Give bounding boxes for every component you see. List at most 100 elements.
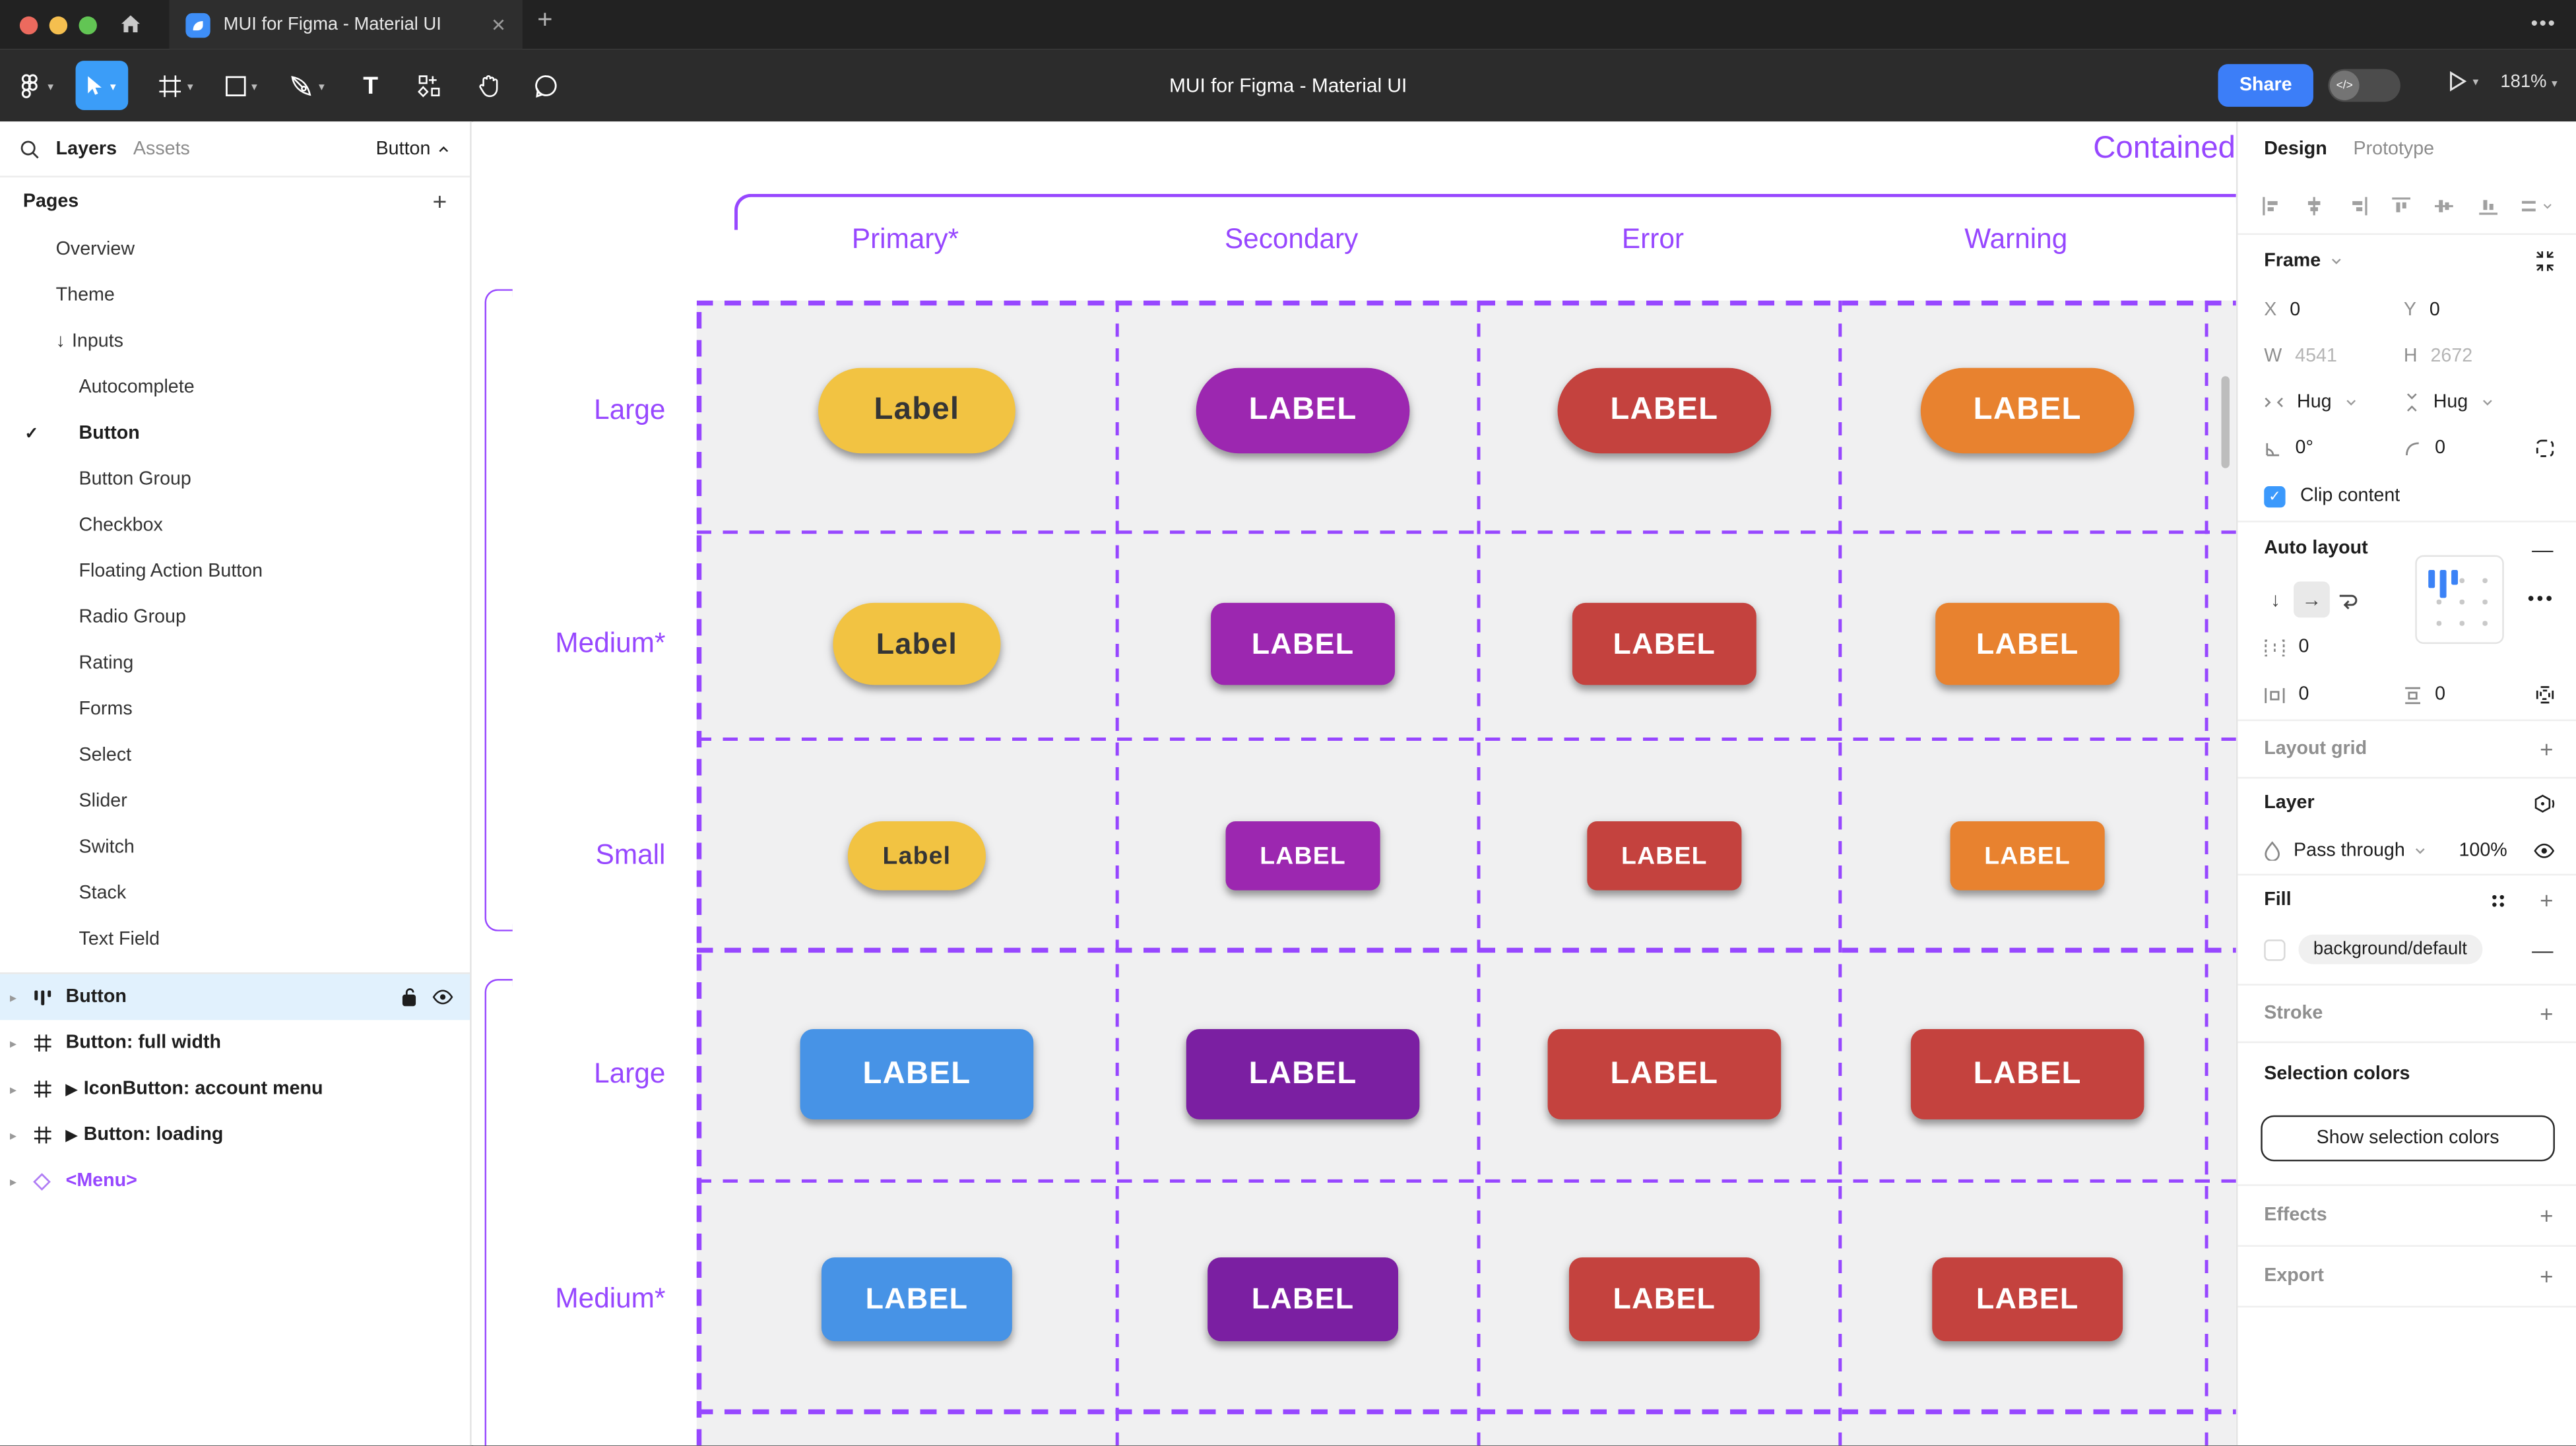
traffic-zoom-button[interactable] xyxy=(79,15,97,34)
button-component-large-warning[interactable]: LABEL xyxy=(1910,1028,2144,1119)
comment-tool-button[interactable] xyxy=(534,61,558,110)
tab-layers[interactable]: Layers xyxy=(55,139,117,159)
canvas-scrollbar[interactable] xyxy=(2221,376,2230,468)
layer-visibility-eye-icon[interactable] xyxy=(2534,842,2555,859)
direction-wrap-button[interactable] xyxy=(2330,581,2366,617)
opacity-field[interactable]: 100% xyxy=(2459,840,2507,861)
tab-prototype[interactable]: Prototype xyxy=(2353,139,2435,160)
hand-tool-button[interactable] xyxy=(476,61,501,110)
align-bottom-icon[interactable] xyxy=(2477,195,2498,216)
button-component-medium-error[interactable]: LABEL xyxy=(1568,1257,1760,1342)
page-item-theme[interactable]: Theme xyxy=(0,272,470,319)
home-icon[interactable] xyxy=(118,11,143,36)
remove-fill-button[interactable]: — xyxy=(2532,937,2554,962)
frame-title[interactable]: Contained xyxy=(2093,131,2236,166)
dev-mode-toggle[interactable]: </> xyxy=(2328,69,2400,102)
independent-padding-icon[interactable] xyxy=(2535,685,2555,705)
disclosure-icon[interactable]: ▸ xyxy=(9,1174,16,1189)
button-component-medium-primary[interactable]: LABEL xyxy=(821,1257,1012,1342)
disclosure-icon[interactable]: ▸ xyxy=(9,990,16,1005)
button-component-large-secondary[interactable]: LABEL xyxy=(1186,1028,1420,1119)
page-item-overview[interactable]: Overview xyxy=(0,227,470,273)
layer-item-button-loading[interactable]: ▸ ▶ Button: loading xyxy=(0,1112,470,1158)
align-left-icon[interactable] xyxy=(2261,195,2282,216)
page-item-forms[interactable]: Forms xyxy=(0,687,470,733)
align-h-center-icon[interactable] xyxy=(2304,195,2325,216)
page-item-stack[interactable]: Stack xyxy=(0,871,470,917)
align-top-icon[interactable] xyxy=(2391,195,2412,216)
direction-horizontal-button[interactable]: → xyxy=(2294,581,2330,618)
browser-tab[interactable]: MUI for Figma - Material UI ✕ xyxy=(169,0,523,49)
tidy-up-icon[interactable] xyxy=(2521,195,2554,216)
add-effect-button[interactable]: + xyxy=(2540,1202,2554,1229)
clip-content-row[interactable]: ✓ Clip content xyxy=(2238,472,2576,521)
page-item-button-group[interactable]: Button Group xyxy=(0,456,470,503)
move-tool-button[interactable]: ▾ xyxy=(75,61,129,110)
tab-close-icon[interactable]: ✕ xyxy=(490,15,506,36)
zoom-menu[interactable]: 181% ▾ xyxy=(2500,73,2563,92)
new-tab-button[interactable]: + xyxy=(537,6,553,35)
layer-item-button[interactable]: ▸ Button xyxy=(0,974,470,1021)
disclosure-icon[interactable]: ▸ xyxy=(9,1127,16,1143)
add-stroke-button[interactable]: + xyxy=(2540,1000,2554,1027)
page-item-floating-action-button[interactable]: Floating Action Button xyxy=(0,549,470,595)
button-component-medium-warning[interactable]: LABEL xyxy=(1932,1257,2123,1342)
text-tool-button[interactable]: T xyxy=(363,71,379,100)
eye-icon[interactable] xyxy=(432,989,453,1005)
page-item-inputs[interactable]: ↓ Inputs xyxy=(0,319,470,365)
independent-corners-icon[interactable] xyxy=(2535,439,2555,458)
pen-tool-button[interactable]: ▾ xyxy=(289,61,330,110)
page-item-autocomplete[interactable]: Autocomplete xyxy=(0,365,470,411)
add-layout-grid-button[interactable]: + xyxy=(2540,736,2554,763)
auto-layout-alignment-widget[interactable] xyxy=(2415,555,2504,644)
component-selector[interactable]: Button xyxy=(376,139,451,158)
component-expand-icon[interactable]: ▶ xyxy=(65,1127,77,1144)
main-menu-button[interactable]: ▾ xyxy=(16,61,59,110)
button-component-medium-secondary[interactable]: LABEL xyxy=(1211,602,1396,685)
width-field[interactable]: W 4541 xyxy=(2264,346,2337,367)
button-component-small-secondary[interactable]: LABEL xyxy=(1225,821,1380,891)
window-overflow-icon[interactable]: ••• xyxy=(2530,11,2557,35)
layer-item-iconbutton-account-menu[interactable]: ▸ ▶ IconButton: account menu xyxy=(0,1066,470,1112)
disclosure-icon[interactable]: ▸ xyxy=(9,1035,16,1051)
add-export-button[interactable]: + xyxy=(2540,1263,2554,1290)
layer-item--menu-[interactable]: ▸ <Menu> xyxy=(0,1158,470,1204)
align-v-center-icon[interactable] xyxy=(2433,195,2455,216)
button-component-medium-primary[interactable]: Label xyxy=(833,602,1001,685)
vertical-padding-field[interactable]: 0 xyxy=(2404,685,2445,705)
traffic-close-button[interactable] xyxy=(19,15,38,34)
fill-styles-icon[interactable] xyxy=(2489,891,2507,909)
button-component-medium-secondary[interactable]: LABEL xyxy=(1208,1257,1398,1342)
add-fill-button[interactable]: + xyxy=(2540,887,2554,914)
page-item-select[interactable]: Select xyxy=(0,733,470,779)
blend-mode-select[interactable]: Pass through xyxy=(2294,840,2405,861)
lock-icon[interactable] xyxy=(401,987,418,1007)
tab-assets[interactable]: Assets xyxy=(133,139,190,159)
button-component-large-primary[interactable]: Label xyxy=(818,367,1015,454)
page-item-button[interactable]: ✓ Button xyxy=(0,411,470,457)
button-component-large-warning[interactable]: LABEL xyxy=(1920,367,2135,454)
collapse-panel-icon[interactable] xyxy=(2535,251,2555,271)
fill-color-swatch[interactable] xyxy=(2264,939,2286,960)
resources-tool-button[interactable] xyxy=(417,61,441,110)
button-component-large-error[interactable]: LABEL xyxy=(1557,367,1772,454)
frame-tool-button[interactable]: ▾ xyxy=(158,61,199,110)
shape-tool-button[interactable]: ▾ xyxy=(225,61,263,110)
page-item-slider[interactable]: Slider xyxy=(0,778,470,825)
present-button[interactable]: ▾ xyxy=(2447,71,2484,92)
add-page-button[interactable]: + xyxy=(432,188,447,216)
traffic-minimize-button[interactable] xyxy=(49,15,68,34)
button-component-small-warning[interactable]: LABEL xyxy=(1950,821,2105,891)
button-component-small-primary[interactable]: Label xyxy=(847,821,986,891)
tab-design[interactable]: Design xyxy=(2264,139,2327,160)
remove-auto-layout-button[interactable]: — xyxy=(2532,536,2554,561)
search-icon[interactable] xyxy=(20,139,40,158)
page-item-checkbox[interactable]: Checkbox xyxy=(0,503,470,549)
page-item-switch[interactable]: Switch xyxy=(0,825,470,871)
page-item-rating[interactable]: Rating xyxy=(0,641,470,687)
show-selection-colors-button[interactable]: Show selection colors xyxy=(2261,1115,2555,1162)
button-component-medium-warning[interactable]: LABEL xyxy=(1935,602,2120,685)
button-component-large-secondary[interactable]: LABEL xyxy=(1196,367,1410,454)
button-component-large-primary[interactable]: LABEL xyxy=(800,1028,1034,1119)
